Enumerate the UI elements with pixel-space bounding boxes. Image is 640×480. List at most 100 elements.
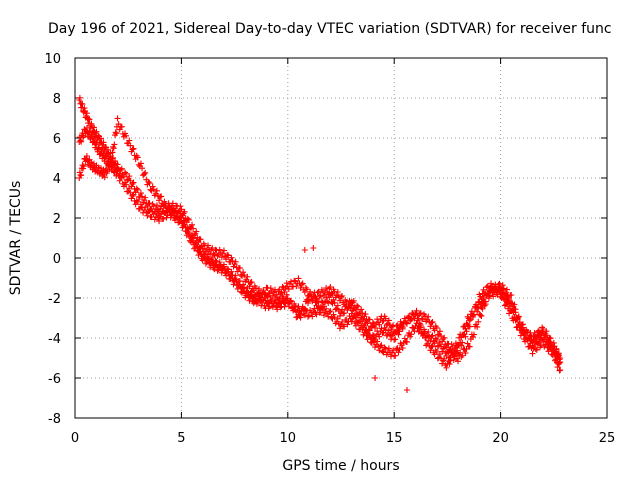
- data-point: [501, 302, 508, 309]
- data-point: [425, 313, 432, 320]
- data-point: [408, 316, 415, 323]
- data-point: [190, 239, 197, 246]
- data-point: [90, 138, 97, 145]
- data-point: [229, 275, 236, 282]
- data-point: [341, 323, 348, 330]
- data-point: [348, 318, 355, 325]
- data-point: [180, 222, 187, 229]
- data-point: [277, 300, 284, 307]
- data-point: [555, 350, 562, 357]
- data-point: [320, 312, 327, 319]
- data-point: [133, 185, 140, 192]
- data-point: [468, 308, 475, 315]
- data-point: [133, 197, 140, 204]
- data-point: [269, 304, 276, 311]
- data-point: [455, 350, 462, 357]
- data-point: [364, 336, 371, 343]
- data-point: [388, 353, 395, 360]
- y-tick-label: 0: [53, 252, 61, 267]
- data-point: [225, 269, 232, 276]
- data-point: [325, 299, 332, 306]
- data-point: [205, 242, 211, 249]
- data-point: [142, 169, 149, 176]
- data-point: [399, 324, 406, 331]
- data-point: [142, 204, 149, 211]
- data-point: [459, 352, 466, 359]
- data-point: [279, 283, 286, 290]
- data-point: [496, 284, 503, 291]
- data-point: [146, 200, 153, 207]
- data-point: [327, 308, 334, 315]
- data-point: [389, 323, 396, 330]
- data-point: [482, 298, 489, 305]
- data-point: [114, 161, 121, 168]
- x-tick-label: 10: [280, 431, 297, 446]
- data-point: [511, 306, 518, 313]
- data-point: [368, 323, 375, 330]
- data-point: [408, 331, 415, 338]
- data-point: [169, 200, 176, 207]
- data-point: [303, 286, 310, 293]
- data-point: [334, 289, 341, 296]
- data-point: [396, 346, 403, 353]
- data-point: [459, 339, 466, 346]
- data-point: [378, 342, 385, 349]
- data-point: [390, 347, 397, 354]
- data-point: [241, 272, 248, 279]
- data-point: [427, 323, 434, 330]
- data-point: [241, 288, 248, 295]
- chart-title: Day 196 of 2021, Sidereal Day-to-day VTE…: [48, 21, 612, 37]
- data-point: [207, 264, 214, 271]
- data-point: [377, 343, 384, 350]
- data-point: [547, 339, 554, 346]
- data-point: [362, 311, 369, 318]
- data-point: [274, 302, 281, 309]
- data-point: [97, 135, 104, 142]
- data-point: [453, 355, 460, 362]
- data-point: [156, 197, 163, 204]
- data-point: [332, 306, 339, 313]
- data-point: [314, 289, 321, 296]
- data-point: [189, 221, 196, 228]
- data-point: [269, 292, 276, 299]
- y-tick-label: 4: [53, 172, 61, 187]
- data-point: [232, 276, 239, 283]
- x-tick-label: 0: [71, 431, 79, 446]
- data-point: [451, 346, 458, 353]
- data-point: [177, 203, 184, 210]
- data-point: [365, 326, 372, 333]
- data-point: [293, 283, 300, 290]
- y-tick-label: -2: [48, 292, 61, 307]
- data-point: [379, 348, 386, 355]
- data-point: [106, 166, 113, 173]
- data-point: [274, 294, 281, 301]
- data-point: [205, 255, 211, 262]
- data-point: [506, 303, 513, 310]
- data-point: [297, 284, 304, 291]
- data-point: [80, 109, 87, 116]
- data-point: [393, 322, 400, 329]
- data-point: [219, 266, 226, 273]
- data-point: [145, 178, 152, 185]
- data-point: [209, 258, 216, 265]
- data-point: [214, 267, 221, 274]
- data-point: [220, 263, 227, 270]
- data-point: [462, 325, 469, 332]
- data-point: [281, 288, 288, 295]
- data-point: [108, 158, 115, 165]
- x-tick-label: 5: [177, 431, 185, 446]
- data-point: [213, 247, 220, 254]
- data-point: [443, 364, 450, 371]
- data-point: [385, 345, 392, 352]
- data-point: [463, 328, 470, 335]
- data-point: [411, 315, 418, 322]
- data-point: [232, 258, 239, 265]
- data-point: [162, 201, 169, 208]
- data-point: [524, 328, 531, 335]
- data-point: [545, 348, 552, 355]
- data-point: [495, 285, 502, 292]
- data-point: [494, 291, 501, 298]
- data-point: [139, 193, 146, 200]
- data-point: [411, 328, 418, 335]
